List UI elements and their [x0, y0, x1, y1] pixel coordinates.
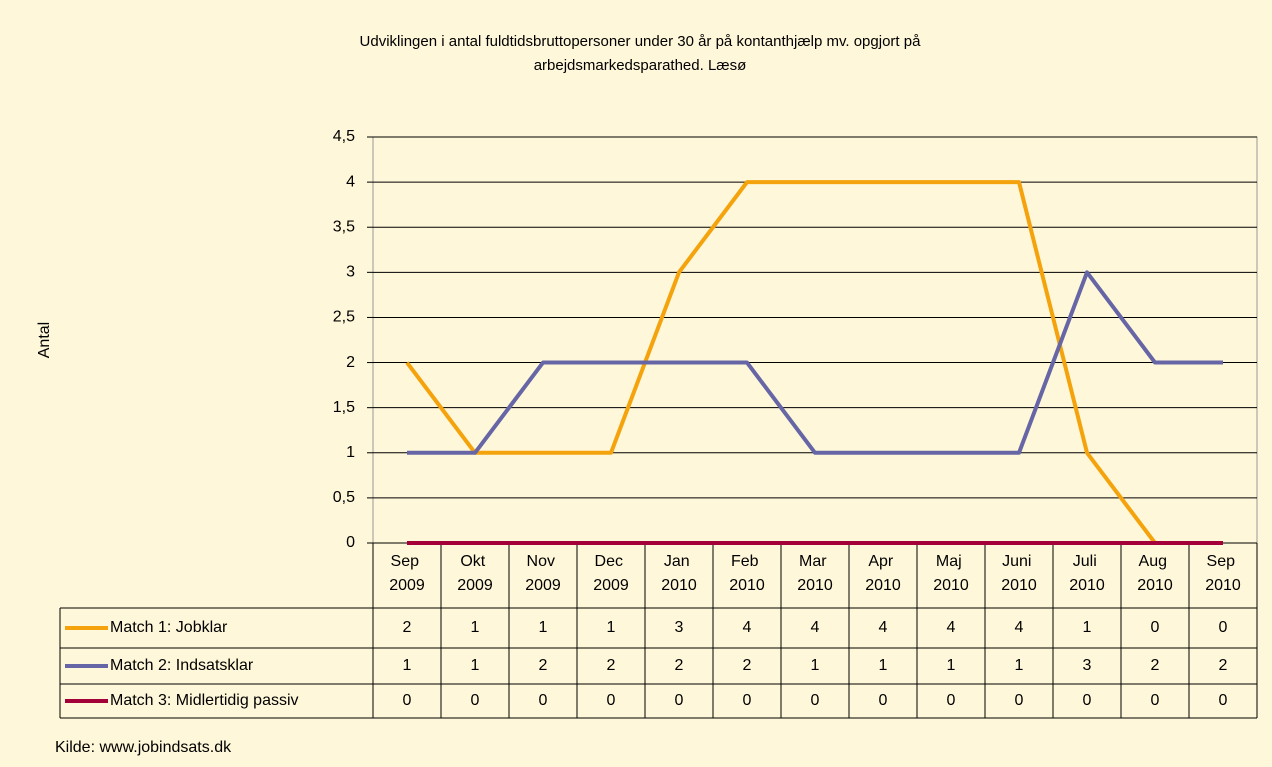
x-tick-label: Mar 2010	[797, 553, 833, 594]
x-tick-label: Juli 2010	[1069, 553, 1105, 594]
table-value: 0	[1015, 692, 1024, 709]
table-value: 1	[539, 619, 548, 636]
table-value: 0	[539, 692, 548, 709]
table-value: 0	[675, 692, 684, 709]
table-value: 0	[1219, 692, 1228, 709]
plot-area	[372, 136, 1258, 544]
table-value: 4	[947, 619, 956, 636]
table-value: 0	[879, 692, 888, 709]
table-value: 1	[607, 619, 616, 636]
y-tick-label: 0	[346, 534, 355, 551]
table-value: 2	[743, 657, 752, 674]
table-value: 0	[1151, 619, 1160, 636]
y-tick-label: 2,5	[333, 309, 355, 326]
table-value: 0	[811, 692, 820, 709]
table-value: 0	[1219, 619, 1228, 636]
y-tick-label: 2	[346, 354, 355, 371]
table-value: 1	[811, 657, 820, 674]
table-value: 2	[1219, 657, 1228, 674]
y-tick-label: 4	[346, 173, 355, 190]
table-value: 1	[1083, 619, 1092, 636]
y-tick-label: 1,5	[333, 399, 355, 416]
legend-label: Match 1: Jobklar	[110, 619, 228, 636]
x-tick-label: Jan 2010	[661, 553, 697, 594]
x-tick-label: Juni 2010	[1001, 553, 1037, 594]
y-tick-label: 3	[346, 264, 355, 281]
table-value: 2	[1151, 657, 1160, 674]
legend-label: Match 2: Indsatsklar	[110, 657, 254, 674]
x-tick-label: Maj 2010	[933, 553, 969, 594]
table-value: 4	[879, 619, 888, 636]
table-value: 2	[607, 657, 616, 674]
x-tick-label: Okt 2009	[457, 553, 493, 594]
table-value: 1	[403, 657, 412, 674]
y-tick-label: 0,5	[333, 489, 355, 506]
source: Kilde: www.jobindsats.dk	[55, 739, 232, 756]
x-tick-label: Dec 2009	[593, 553, 629, 594]
y-tick-label: 1	[346, 444, 355, 461]
table-value: 1	[471, 619, 480, 636]
table-value: 4	[1015, 619, 1024, 636]
table-value: 1	[1015, 657, 1024, 674]
table-value: 0	[403, 692, 412, 709]
y-axis-label: Antal	[36, 322, 53, 358]
table-value: 1	[879, 657, 888, 674]
table-value: 1	[947, 657, 956, 674]
series-line	[407, 270, 1223, 455]
table-value: 3	[675, 619, 684, 636]
y-tick-label: 3,5	[333, 218, 355, 235]
x-tick-label: Nov 2009	[525, 553, 561, 594]
x-tick-label: Aug 2010	[1137, 553, 1173, 594]
table-value: 0	[947, 692, 956, 709]
series-line	[405, 180, 1223, 545]
table-value: 2	[539, 657, 548, 674]
x-tick-label: Feb 2010	[729, 553, 765, 594]
x-tick-label: Apr 2010	[865, 553, 901, 594]
x-tick-label: Sep 2009	[389, 553, 425, 594]
legend-label: Match 3: Midlertidig passiv	[110, 692, 299, 709]
table-value: 2	[403, 619, 412, 636]
x-tick-label: Sep 2010	[1205, 553, 1241, 594]
table-value: 1	[471, 657, 480, 674]
table-value: 0	[607, 692, 616, 709]
table-value: 4	[811, 619, 820, 636]
chart-title: Udviklingen i antal fuldtidsbruttoperson…	[359, 33, 921, 74]
table-value: 0	[471, 692, 480, 709]
y-tick-label: 4,5	[333, 128, 355, 145]
table-value: 0	[1151, 692, 1160, 709]
table-value: 0	[743, 692, 752, 709]
table-value: 2	[675, 657, 684, 674]
table-value: 4	[743, 619, 752, 636]
table-value: 0	[1083, 692, 1092, 709]
table-value: 3	[1083, 657, 1092, 674]
